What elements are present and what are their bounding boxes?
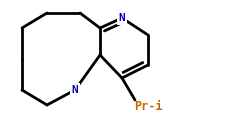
Text: N: N [119,13,125,23]
Text: Pr-i: Pr-i [134,99,162,112]
Text: N: N [72,85,78,95]
